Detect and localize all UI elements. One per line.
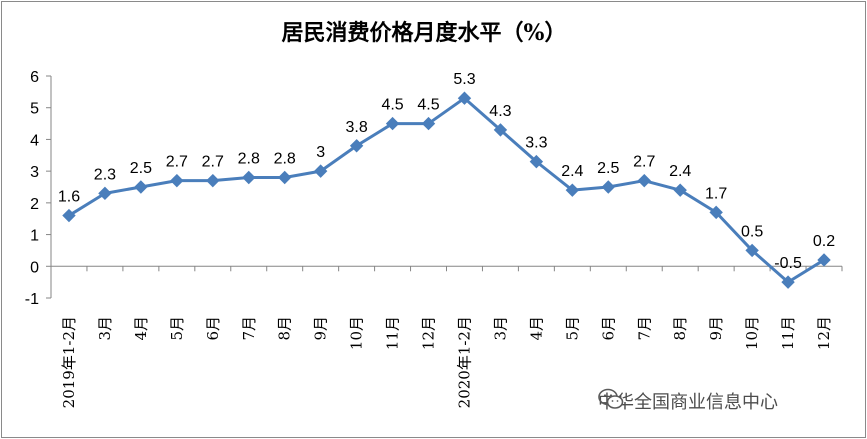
data-label: 2.3 bbox=[94, 166, 116, 183]
data-point-marker bbox=[673, 183, 687, 197]
data-label: 2.7 bbox=[202, 154, 224, 171]
axes bbox=[46, 75, 843, 299]
series-line bbox=[68, 96, 825, 284]
x-tick-label: 4月 bbox=[527, 316, 545, 341]
data-label: 4.5 bbox=[381, 97, 403, 114]
data-point-marker bbox=[385, 116, 400, 131]
x-tick-label: 6月 bbox=[204, 316, 222, 341]
x-tick-label: 12月 bbox=[420, 316, 438, 350]
data-point-marker bbox=[709, 205, 723, 220]
x-tick-label: 5月 bbox=[168, 316, 186, 341]
data-label: 2.8 bbox=[274, 150, 296, 167]
data-point-marker bbox=[565, 183, 580, 197]
data-point-marker bbox=[62, 208, 76, 223]
x-tick-label: 10月 bbox=[743, 316, 761, 350]
data-point-marker bbox=[637, 173, 651, 188]
data-point-marker bbox=[170, 173, 184, 188]
data-point-marker bbox=[817, 253, 831, 267]
data-label: 2.5 bbox=[597, 160, 619, 177]
y-tick-label: 5 bbox=[30, 101, 39, 118]
data-labels: 1.6 2.3 2.5 2.7 2.7 2.8 2.8 3 3.8 4.5 4.5 5.3 4.3 3.3… bbox=[58, 71, 835, 272]
x-tick-label: 7月 bbox=[240, 316, 258, 341]
data-point-marker bbox=[313, 164, 328, 178]
data-point-marker bbox=[781, 275, 795, 289]
x-tick-label: 2020年1-2月 bbox=[455, 316, 473, 408]
data-label: 2.4 bbox=[669, 163, 691, 180]
y-tick-label: 2 bbox=[30, 196, 39, 213]
x-tick-label: 4月 bbox=[132, 316, 150, 341]
data-label: 1.6 bbox=[58, 189, 80, 206]
data-point-marker bbox=[242, 170, 256, 185]
watermark-text: 中华全国商业信息中心 bbox=[598, 392, 778, 413]
y-tick-label: -1 bbox=[25, 291, 39, 308]
x-tick-label: 3月 bbox=[491, 316, 509, 341]
data-label: 2.4 bbox=[561, 163, 583, 180]
x-tick-label: 8月 bbox=[276, 316, 294, 341]
y-tick-label: 0 bbox=[30, 259, 39, 276]
y-tick-label: 3 bbox=[30, 164, 39, 181]
data-label: 3 bbox=[316, 144, 325, 161]
data-point-marker bbox=[457, 91, 472, 105]
x-tick-label: 2019年1-2月 bbox=[60, 316, 78, 408]
data-label: 4.5 bbox=[417, 97, 439, 114]
data-label: 5.3 bbox=[453, 71, 475, 88]
chart-title: 居民消费价格月度水平（%） bbox=[282, 20, 567, 46]
x-tick-label: 11月 bbox=[384, 316, 402, 350]
data-label: 2.7 bbox=[633, 154, 655, 171]
data-point-marker bbox=[529, 154, 544, 169]
x-tick-labels: 2019年1-2月 3月 4月 5月 6月 7月 8月 9月 10月 11月 12月 2020年1-2… bbox=[60, 316, 833, 408]
series-line-path bbox=[68, 96, 825, 284]
y-tick-label: 4 bbox=[30, 132, 39, 149]
watermark: 中华全国商业信息中心 bbox=[598, 388, 778, 414]
data-label: -0.5 bbox=[774, 255, 802, 272]
data-point-marker bbox=[206, 173, 220, 188]
data-point-marker bbox=[421, 116, 436, 131]
data-point-marker bbox=[98, 186, 112, 201]
data-label: 1.7 bbox=[705, 185, 727, 202]
data-point-marker bbox=[349, 139, 364, 153]
data-point-marker bbox=[493, 123, 508, 137]
x-tick-label: 12月 bbox=[815, 316, 833, 350]
data-label: 3.3 bbox=[525, 135, 547, 152]
data-label: 2.7 bbox=[166, 154, 188, 171]
data-point-marker bbox=[277, 170, 292, 185]
series-markers bbox=[62, 91, 831, 289]
data-point-marker bbox=[134, 180, 148, 194]
data-label: 3.8 bbox=[345, 119, 367, 136]
data-point-marker bbox=[745, 243, 759, 258]
x-tick-label: 3月 bbox=[96, 316, 114, 341]
wechat-icon bbox=[598, 388, 624, 409]
x-tick-label: 8月 bbox=[671, 316, 689, 341]
x-tick-label: 7月 bbox=[635, 316, 653, 341]
y-tick-labels: -1 0 1 2 3 4 5 6 bbox=[25, 69, 39, 308]
y-tick-label: 1 bbox=[30, 228, 39, 245]
x-tick-label: 10月 bbox=[348, 316, 366, 350]
data-label: 0.5 bbox=[741, 223, 763, 240]
x-tick-label: 9月 bbox=[312, 316, 330, 341]
data-label: 2.5 bbox=[130, 160, 152, 177]
x-tick-label: 11月 bbox=[779, 316, 797, 350]
data-point-marker bbox=[601, 180, 616, 194]
y-tick-label: 6 bbox=[30, 69, 39, 86]
data-label: 4.3 bbox=[489, 103, 511, 120]
x-tick-label: 9月 bbox=[707, 316, 725, 341]
x-tick-label: 6月 bbox=[599, 316, 617, 341]
x-tick-label: 5月 bbox=[563, 316, 581, 341]
data-label: 2.8 bbox=[238, 150, 260, 167]
data-label: 0.2 bbox=[813, 233, 835, 250]
